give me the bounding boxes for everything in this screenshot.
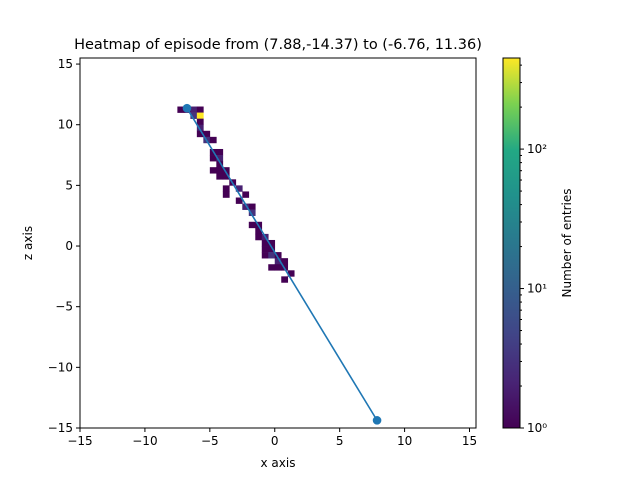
heatmap-cell (274, 264, 282, 271)
trajectory-line (186, 107, 378, 421)
y-tick-label: −10 (48, 360, 73, 374)
x-tick-label: −10 (132, 434, 157, 448)
heatmap-cell (216, 173, 224, 180)
x-tick-label: 0 (271, 434, 279, 448)
heatmap-cell (209, 167, 217, 174)
heatmap-cell (216, 148, 224, 156)
x-tick-label: −15 (67, 434, 92, 448)
x-tick-label: 10 (397, 434, 412, 448)
heatmap-cell (255, 233, 263, 241)
heatmap-cell (268, 252, 276, 259)
chart-title: Heatmap of episode from (7.88,-14.37) to… (74, 37, 482, 53)
heatmap-cell (261, 252, 269, 259)
heatmap-cell (209, 136, 217, 144)
heatmap-cell (281, 276, 289, 283)
heatmap-cell (235, 197, 243, 204)
x-axis-ticks: −15 −10 −5 0 5 10 15 (67, 428, 477, 448)
colorbar (502, 57, 521, 429)
heatmap-cell (268, 239, 276, 247)
heatmap-cell (196, 130, 204, 138)
heatmap-cell (248, 221, 256, 229)
heatmap-cell (203, 130, 211, 138)
heatmap-cell (209, 155, 217, 162)
colorbar-tick-label: 10¹ (527, 282, 547, 296)
colorbar-tick-label: 10² (527, 142, 547, 156)
heatmap-cell (242, 203, 250, 210)
heatmap-cell (248, 209, 256, 217)
heatmap-cell (274, 252, 282, 259)
y-tick-label: 15 (58, 57, 73, 71)
heatmap-cell (196, 124, 204, 132)
heatmap-cell (216, 161, 224, 168)
colorbar-ticks: 10⁰ 10¹ 10² (520, 64, 547, 435)
x-tick-label: −5 (201, 434, 219, 448)
trajectory-end-point (182, 103, 192, 113)
heatmap-cell (196, 112, 204, 119)
heatmap-cell (261, 246, 269, 253)
trajectory (182, 103, 382, 425)
y-axis-label: z axis (21, 226, 35, 260)
heatmap-cell (190, 106, 198, 113)
y-tick-label: 0 (65, 239, 73, 253)
heatmap-cell (261, 239, 269, 247)
heatmap-cell (281, 258, 289, 265)
heatmap-cell (190, 112, 198, 119)
heatmap-cell (222, 167, 230, 174)
y-axis-ticks: −15 −10 −5 0 5 10 15 (48, 57, 80, 435)
heatmap-cells (177, 106, 295, 283)
colorbar-label: Number of entries (560, 189, 574, 298)
heatmap-cell (248, 203, 256, 210)
trajectory-start-point (372, 416, 382, 425)
heatmap-cell (242, 191, 250, 198)
heatmap-cell (196, 118, 204, 126)
heatmap-cell (222, 173, 230, 180)
x-tick-label: 15 (462, 434, 477, 448)
y-tick-label: −15 (48, 421, 73, 435)
y-tick-label: −5 (55, 300, 73, 314)
colorbar-tick-label: 10⁰ (527, 421, 547, 435)
heatmap-cell (235, 185, 243, 192)
heatmap-cell (268, 264, 276, 271)
x-axis-label: x axis (261, 456, 296, 470)
heatmap-cell (177, 106, 185, 113)
heatmap-cell (274, 258, 282, 265)
x-tick-label: 5 (336, 434, 344, 448)
y-tick-label: 10 (58, 118, 73, 132)
heatmap-cell (268, 246, 276, 253)
heatmap-cell (216, 167, 224, 174)
heatmap-cell (255, 227, 263, 235)
plot-frame (79, 57, 477, 429)
heatmap-cell (196, 106, 204, 113)
heatmap-cell (222, 191, 230, 198)
heatmap-cell (222, 185, 230, 192)
heatmap-cell (216, 155, 224, 162)
heatmap-cell (287, 270, 295, 277)
y-tick-label: 5 (65, 178, 73, 192)
